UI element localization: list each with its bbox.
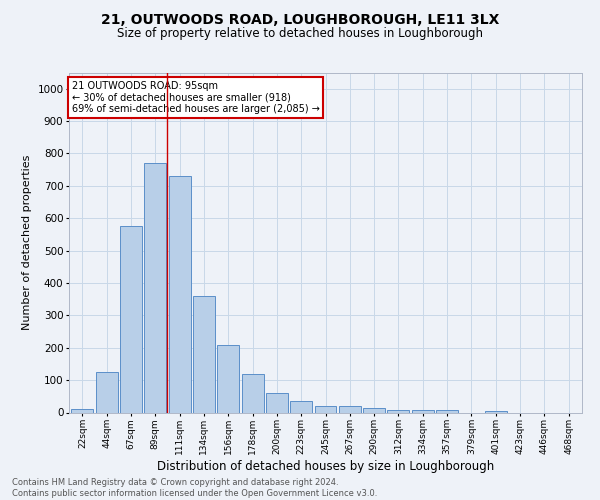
X-axis label: Distribution of detached houses by size in Loughborough: Distribution of detached houses by size … bbox=[157, 460, 494, 473]
Bar bbox=[120, 226, 142, 412]
Bar bbox=[485, 411, 506, 412]
Y-axis label: Number of detached properties: Number of detached properties bbox=[22, 155, 32, 330]
Bar bbox=[266, 393, 288, 412]
Text: 21, OUTWOODS ROAD, LOUGHBOROUGH, LE11 3LX: 21, OUTWOODS ROAD, LOUGHBOROUGH, LE11 3L… bbox=[101, 12, 499, 26]
Text: Size of property relative to detached houses in Loughborough: Size of property relative to detached ho… bbox=[117, 28, 483, 40]
Bar bbox=[339, 406, 361, 412]
Bar bbox=[96, 372, 118, 412]
Bar bbox=[436, 410, 458, 412]
Bar bbox=[388, 410, 409, 412]
Bar bbox=[412, 410, 434, 412]
Bar bbox=[363, 408, 385, 412]
Bar bbox=[242, 374, 263, 412]
Bar bbox=[314, 406, 337, 412]
Bar bbox=[145, 163, 166, 412]
Bar bbox=[71, 410, 94, 412]
Text: 21 OUTWOODS ROAD: 95sqm
← 30% of detached houses are smaller (918)
69% of semi-d: 21 OUTWOODS ROAD: 95sqm ← 30% of detache… bbox=[71, 81, 319, 114]
Bar bbox=[169, 176, 191, 412]
Bar bbox=[193, 296, 215, 412]
Bar bbox=[290, 401, 312, 412]
Text: Contains HM Land Registry data © Crown copyright and database right 2024.
Contai: Contains HM Land Registry data © Crown c… bbox=[12, 478, 377, 498]
Bar bbox=[217, 344, 239, 412]
